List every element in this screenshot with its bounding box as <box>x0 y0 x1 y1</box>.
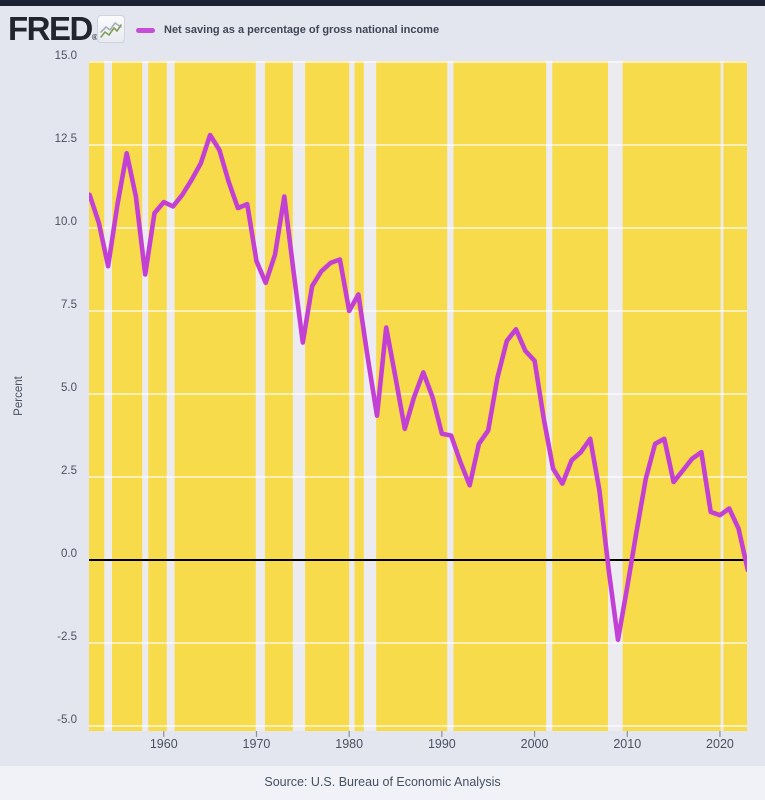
y-tick-label: 5.0 <box>61 382 77 394</box>
x-tick-label: 1960 <box>150 737 178 751</box>
x-tick-label: 2010 <box>613 737 641 751</box>
y-tick-label: 12.5 <box>55 133 77 145</box>
legend-label: Net saving as a percentage of gross nati… <box>164 24 440 36</box>
recession-band <box>349 61 355 731</box>
x-tick-label: 1970 <box>243 737 271 751</box>
data-line <box>89 132 747 643</box>
recession-band <box>142 61 149 731</box>
recession-band <box>292 61 306 731</box>
recession-band <box>720 61 724 731</box>
x-tick-label: 1980 <box>335 737 363 751</box>
header: FRED® Net saving as a percentage of gros… <box>0 6 765 48</box>
recession-band <box>546 61 553 731</box>
plot-area[interactable] <box>89 61 747 731</box>
legend-swatch <box>136 27 155 33</box>
y-tick-label: 0.0 <box>61 548 77 560</box>
y-axis-title: Percent <box>13 375 25 415</box>
x-tick-label: 2000 <box>521 737 549 751</box>
chart-footer: Source: U.S. Bureau of Economic Analysis <box>0 766 765 800</box>
legend: Net saving as a percentage of gross nati… <box>136 20 439 40</box>
y-tick-label: 10.0 <box>55 216 77 228</box>
fred-sparkline-icon <box>97 15 125 43</box>
x-tick-label: 2020 <box>706 737 734 751</box>
y-tick-label: 7.5 <box>61 299 77 311</box>
recession-band <box>255 61 265 731</box>
y-tick-label: -2.5 <box>57 631 77 643</box>
y-tick-label: 15.0 <box>55 50 77 62</box>
y-tick-label: 2.5 <box>61 465 77 477</box>
top-accent-bar <box>0 0 765 6</box>
recession-band <box>104 61 113 731</box>
registered-mark: ® <box>91 33 98 42</box>
source-text: Source: U.S. Bureau of Economic Analysis <box>264 775 501 789</box>
x-tick-label: 1990 <box>428 737 456 751</box>
fred-logo-text: FRED <box>8 10 93 47</box>
recession-band <box>166 61 175 731</box>
recession-band <box>447 61 454 731</box>
fred-logo: FRED® <box>8 12 98 45</box>
y-tick-label: -5.0 <box>57 714 77 726</box>
